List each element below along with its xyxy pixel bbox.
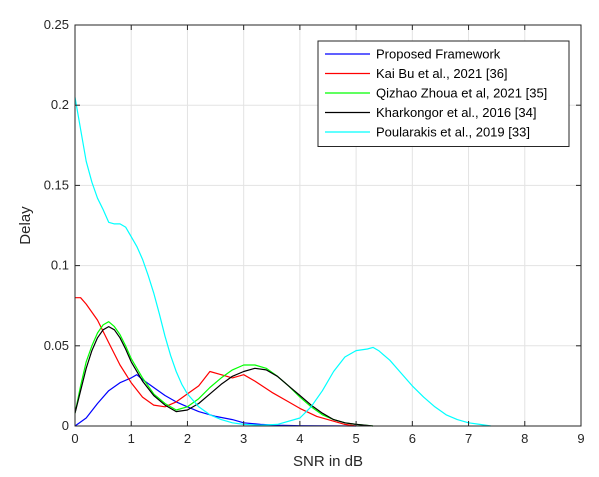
plot-frame <box>74 24 582 427</box>
x-tick-label: 0 <box>71 431 78 446</box>
x-tick-label: 5 <box>352 431 359 446</box>
x-tick-label: 8 <box>521 431 528 446</box>
series-layer <box>74 97 492 427</box>
y-axis: 0 0.05 0.1 0.15 0.2 0.25 <box>44 17 581 433</box>
legend-box <box>317 40 570 147</box>
legend: Proposed Framework Kai Bu et al., 2021 [3… <box>317 40 570 147</box>
y-tick-label: 0.05 <box>44 338 69 353</box>
x-tick-label: 2 <box>184 431 191 446</box>
y-tick-label: 0.2 <box>51 97 69 112</box>
x-axis: 0 1 2 3 4 5 6 7 8 9 <box>71 25 585 446</box>
legend-label: Proposed Framework <box>376 47 501 62</box>
series-line-5 <box>74 97 492 427</box>
x-tick-label: 9 <box>577 431 584 446</box>
y-tick-label: 0.1 <box>51 258 69 273</box>
y-axis-label: Delay <box>17 206 34 245</box>
legend-label: Qizhao Zhoua et al, 2021 [35] <box>376 86 547 101</box>
series-line-3 <box>74 321 374 427</box>
y-tick-label: 0.25 <box>44 17 69 32</box>
legend-label: Kai Bu et al., 2021 [36] <box>376 66 508 81</box>
x-axis-label: SNR in dB <box>293 453 363 470</box>
x-tick-label: 3 <box>240 431 247 446</box>
x-tick-label: 6 <box>409 431 416 446</box>
legend-label: Kharkongor et al., 2016 [34] <box>376 105 536 120</box>
x-tick-label: 4 <box>296 431 303 446</box>
y-tick-label: 0 <box>62 418 69 433</box>
x-tick-label: 1 <box>128 431 135 446</box>
series-line-4 <box>74 326 374 427</box>
y-tick-label: 0.15 <box>44 177 69 192</box>
x-tick-label: 7 <box>465 431 472 446</box>
legend-label: Poularakis et al., 2019 [33] <box>376 125 530 140</box>
series-line-2 <box>75 297 357 427</box>
